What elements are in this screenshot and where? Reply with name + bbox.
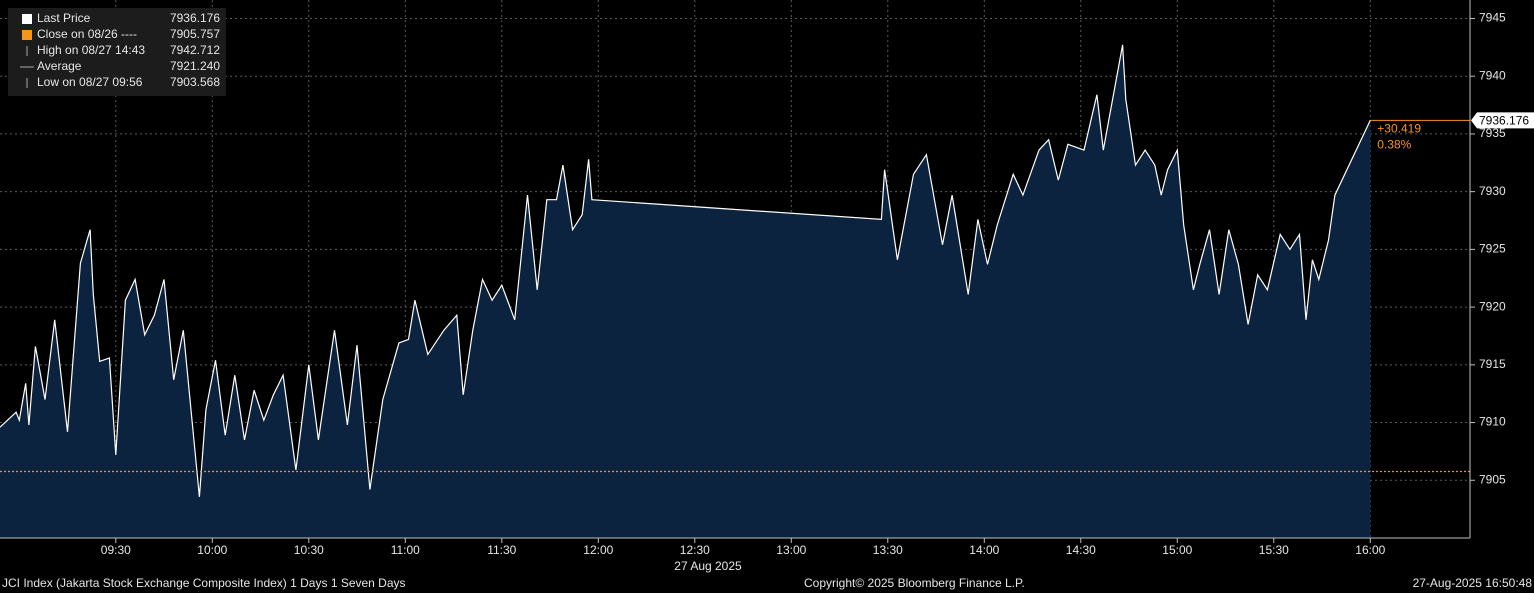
legend-label: High on 08/27 14:43 [37,43,145,57]
x-tick-label: 11:00 [391,543,420,557]
legend-label: Low on 08/27 09:56 [37,75,143,89]
y-tick-label: 7920 [1479,299,1506,313]
legend-label: Close on 08/26 ---- [37,27,137,41]
x-tick-label: 10:30 [294,543,324,557]
footer-right: 27-Aug-2025 16:50:48 [1413,576,1533,590]
legend-swatch [22,30,32,40]
change-label: +30.419 [1377,122,1421,136]
x-tick-label: 12:00 [583,543,613,557]
last-price-label: 7936.176 [1479,114,1529,128]
x-tick-label: 12:30 [680,543,710,557]
footer-left: JCI Index (Jakarta Stock Exchange Compos… [2,576,406,590]
change-pct-label: 0.38% [1377,138,1411,152]
date-label: 27 Aug 2025 [674,559,742,573]
x-tick-label: 15:00 [1162,543,1192,557]
y-tick-label: 7935 [1479,126,1506,140]
plot: +30.419 0.38% [0,44,1470,539]
area [0,44,1371,539]
footer-center: Copyright© 2025 Bloomberg Finance L.P. [804,576,1025,590]
legend-value: 7921.240 [170,59,220,73]
y-tick-label: 7910 [1479,415,1506,429]
y-tick-label: 7930 [1479,184,1506,198]
legend: Last Price 7936.176 Close on 08/26 ---- 790… [8,8,226,96]
last-price-tag [1471,112,1534,129]
legend-label: Last Price [37,11,91,25]
legend-value: 7905.757 [170,27,220,41]
x-tick-label: 10:00 [197,543,227,557]
y-tick-label: 7905 [1479,472,1506,486]
x-tick-label: 13:00 [776,543,806,557]
legend-value: 7942.712 [170,43,220,57]
y-tick-label: 7925 [1479,242,1506,256]
legend-value: 7903.568 [170,75,220,89]
legend-label: Average [37,59,82,73]
x-tick-label: 13:30 [873,543,903,557]
x-tick-label: 09:30 [101,543,131,557]
x-tick-label: 16:00 [1355,543,1385,557]
y-tick-label: 7915 [1479,357,1506,371]
x-tick-label: 11:30 [487,543,516,557]
axes: 7905 7910 7915 7920 7925 7930 7935 7940 7945 09:3… [0,0,1534,557]
x-tick-label: 14:30 [1066,543,1096,557]
x-tick-label: 15:30 [1259,543,1289,557]
line [0,44,1371,497]
legend-swatch [22,14,32,24]
legend-box [8,8,226,96]
y-tick-label: 7940 [1479,68,1506,82]
y-tick-label: 7945 [1479,11,1506,25]
x-tick-label: 14:00 [969,543,999,557]
legend-value: 7936.176 [170,11,220,25]
